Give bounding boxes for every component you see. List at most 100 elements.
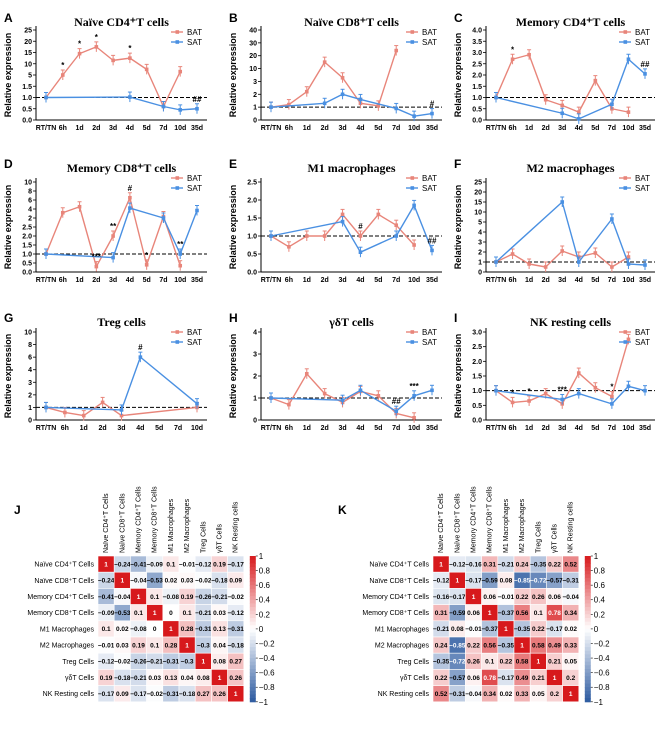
series-segment — [561, 201, 580, 263]
heatmap-value: 0.2 — [550, 691, 559, 698]
heatmap-value: −0.3 — [181, 659, 194, 666]
y-tick-label: 8 — [28, 342, 32, 349]
data-point — [430, 111, 434, 116]
colorbar-band — [249, 599, 256, 604]
data-point — [560, 111, 565, 116]
colorbar-band — [249, 687, 256, 692]
heatmap-value: 0.06 — [467, 675, 480, 682]
heatmap-value: 1 — [569, 691, 573, 698]
data-point — [287, 245, 291, 249]
x-tick-label: 2d — [99, 425, 107, 432]
significance-marker: * — [61, 61, 65, 70]
x-tick-label: 1d — [525, 277, 533, 284]
data-point — [412, 114, 416, 118]
x-tick-label: RT/TN — [261, 425, 282, 432]
colorbar-label: −0.4 — [259, 654, 275, 663]
series-segment — [64, 411, 84, 417]
series-segment — [611, 108, 629, 113]
colorbar-band — [584, 698, 591, 703]
series-segment — [341, 77, 362, 104]
series-segment — [360, 102, 379, 107]
data-point — [322, 60, 327, 64]
panel-label-D: D — [4, 157, 13, 171]
y-tick-label: 0 — [28, 418, 32, 425]
series-segment — [395, 224, 415, 246]
y-tick-label: 2.0 — [247, 198, 257, 205]
heatmap-value: −0.53 — [146, 578, 163, 585]
y-tick-label: 10 — [24, 61, 32, 68]
data-point — [430, 248, 434, 253]
x-tick-label: RT/TN — [36, 125, 57, 132]
row-label: M2 Macrophages — [375, 643, 430, 650]
y-tick-label: 2.0 — [472, 73, 482, 80]
colorbar-band — [249, 614, 256, 619]
colorbar-band — [584, 690, 591, 696]
heatmap-value: 0.24 — [435, 642, 448, 649]
data-point — [494, 95, 498, 100]
series-segment — [270, 102, 325, 108]
series-segment — [495, 96, 563, 114]
column-label: Memory CD8⁺T Cells — [487, 486, 494, 553]
y-tick-label: 1.5 — [247, 216, 257, 223]
data-point — [610, 102, 614, 107]
heatmap-value: 0.33 — [516, 691, 529, 698]
panel-title-I: NK resting cells — [530, 315, 611, 329]
heatmap-value: 0.58 — [532, 642, 545, 649]
series-segment — [146, 69, 165, 107]
series-segment — [324, 93, 343, 104]
x-tick-label: 7d — [159, 277, 167, 284]
colorbar-band — [249, 607, 256, 612]
x-tick-label: RT/TN — [486, 125, 507, 132]
data-point — [593, 251, 598, 255]
series-segment — [359, 213, 379, 237]
y-tick-label: 2 — [28, 392, 32, 399]
y-tick-label: 2 — [253, 374, 257, 381]
heatmap-value: −0.01 — [465, 626, 482, 633]
data-point — [111, 255, 115, 260]
series-segment — [628, 385, 646, 392]
x-tick-label: 4d — [126, 125, 134, 132]
x-tick-label: 4d — [575, 425, 583, 432]
data-point — [412, 203, 416, 208]
colorbar-band — [584, 672, 591, 677]
row-label: γδT Cells — [400, 675, 430, 682]
y-axis-label: Relative expression — [228, 33, 238, 118]
panel-J: J Naïve CD4⁺T Cells Naïve CD8⁺T Cells Memor… — [14, 486, 275, 707]
colorbar-band — [584, 588, 591, 593]
y-tick-label: 1.0 — [22, 252, 32, 259]
series-segment — [113, 57, 130, 62]
legend-label-sat: SAT — [187, 338, 202, 347]
data-point — [195, 401, 199, 406]
data-point — [626, 384, 631, 389]
data-point — [412, 394, 416, 398]
data-point — [128, 195, 132, 200]
heatmap-value: 1 — [504, 626, 508, 633]
data-point — [119, 408, 124, 412]
data-point — [77, 51, 82, 56]
y-tick-label: 30 — [249, 40, 257, 47]
data-point — [287, 102, 291, 107]
legend-marker — [175, 30, 180, 34]
series-segment — [45, 406, 122, 411]
heatmap-value: 1 — [104, 561, 108, 568]
series-segment — [611, 339, 630, 397]
significance-marker: *** — [409, 382, 419, 391]
heatmap-value: −0.37 — [498, 610, 515, 617]
panel-E: E M1 macrophages 0.0 0.5 1.0 1.5 2.0 2.5 Relativ… — [228, 157, 442, 284]
data-point — [626, 57, 631, 62]
colorbar-band — [249, 592, 256, 597]
heatmap-value: 1 — [472, 594, 476, 601]
colorbar-label: −0.2 — [594, 639, 610, 648]
heatmap-value: 0.31 — [435, 610, 448, 617]
series-segment — [611, 218, 630, 265]
colorbar-band — [584, 683, 591, 688]
colorbar-band — [249, 588, 256, 593]
data-point — [161, 216, 166, 220]
colorbar-label: 0.2 — [259, 610, 271, 619]
y-tick-label: 0 — [253, 118, 257, 125]
heatmap-value: 1 — [439, 561, 443, 568]
y-tick-label: 1.5 — [22, 243, 32, 250]
y-tick-label: 15 — [24, 50, 32, 57]
y-tick-label: 10 — [24, 180, 32, 187]
colorbar-label: 0.2 — [594, 610, 606, 619]
